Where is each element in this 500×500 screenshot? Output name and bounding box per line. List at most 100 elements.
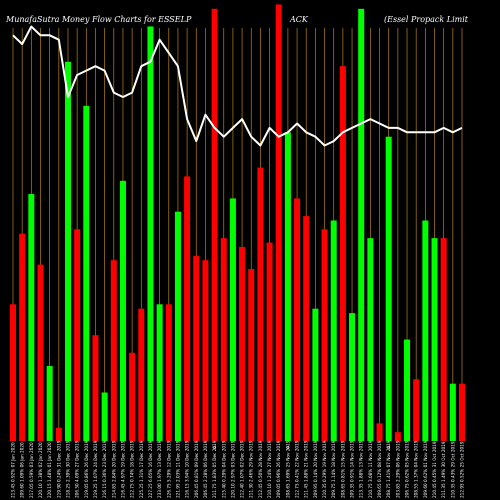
x-tick-label: 211.30 2.46% 29 Nov 2019: [249, 440, 254, 498]
money-flow-bar: [202, 260, 209, 441]
money-flow-bar: [459, 383, 465, 441]
money-flow-bar: [266, 242, 273, 441]
money-flow-bar: [74, 229, 81, 441]
money-flow-bar: [321, 229, 328, 441]
x-tick-label: 203.85 2.29% 06 Nov 2019: [395, 440, 400, 498]
x-tick-label: 209.60 0.62% 01 Nov 2019: [423, 440, 428, 498]
x-tick-label: 220.10 2.97% 03 Dec 2019: [230, 440, 235, 498]
money-flow-bar: [440, 238, 447, 441]
money-flow-bar: [239, 246, 246, 441]
x-tick-label: 221.95 2.03% 11 Dec 2019: [175, 440, 180, 498]
money-flow-bar: [138, 308, 145, 441]
x-tick-label: 209.95 0.14% 20 Nov 2019: [313, 440, 318, 498]
x-tick-label: 219.05 0.86% 26 Dec 2019: [84, 440, 89, 498]
money-flow-bar: [422, 220, 429, 441]
money-flow-bar: [220, 238, 227, 441]
money-flow-bar: [248, 269, 255, 441]
money-flow-bar: [10, 304, 16, 441]
x-tick-label: 219.25 1.07% 24 Dec 2019: [93, 440, 98, 498]
money-flow-bar: [55, 427, 62, 441]
money-flow-bar: [101, 392, 108, 441]
money-flow-bar: [119, 180, 126, 441]
money-flow-bar: [257, 167, 264, 441]
bar-mark-label: d: [286, 445, 289, 451]
x-tick-label: 209.65 0.12% 08 Nov 2019: [377, 440, 382, 498]
money-flow-bar: [174, 211, 181, 441]
money-flow-bar: [129, 352, 136, 441]
money-flow-bar: [394, 432, 401, 441]
money-flow-bar: [367, 238, 374, 441]
chart-title-mid: ACK: [289, 15, 309, 24]
x-tick-label: 211.35 1.49% 30 Oct 2019: [441, 441, 446, 498]
x-tick-label: 225.25 1.31% 17 Dec 2019: [139, 440, 144, 498]
money-flow-bar: [339, 66, 346, 442]
price-line: [12, 25, 463, 147]
x-tick-label: 216.45 4.97% 19 Dec 2019: [120, 440, 125, 498]
x-tick-label: 212.45 0.50% 28 Nov 2019: [258, 440, 263, 498]
money-flow-bar: [330, 220, 337, 441]
money-flow-bar: [156, 304, 163, 441]
money-flow-bar: [376, 423, 383, 441]
money-flow-bar: [211, 8, 218, 441]
money-flow-bar: [349, 313, 356, 441]
x-tick-label: 226.75 5.29% 12 Dec 2019: [166, 440, 171, 498]
price-line-layer: [12, 25, 463, 147]
x-tick-label: 214.85 2.84% 20 Dec 2019: [111, 440, 116, 498]
money-flow-bar: [184, 176, 191, 441]
money-flow-bar: [294, 198, 301, 441]
x-tick-label: 213.35 1.88% 13 Nov 2019: [359, 440, 364, 498]
x-tick-label: 206.50 4.09% 27 Dec 2019: [75, 440, 80, 498]
x-tick-label: 208.65 1.69% 25 Nov 2019: [285, 440, 290, 498]
money-flow-bar: [284, 132, 291, 442]
bar-mark-label: d: [387, 445, 390, 451]
x-tick-label: 227.25 6.05% 16 Dec 2019: [148, 440, 153, 498]
money-flow-bar: [312, 308, 319, 441]
money-flow-bar: [110, 260, 117, 441]
money-flow-bar: [303, 216, 310, 441]
x-tick-label: 209.60 1.09% 06 Jan 2020: [20, 442, 25, 498]
money-flow-bar: [83, 105, 90, 441]
x-tick-label: 210.35 0.43% 29 Oct 2019: [450, 441, 455, 498]
x-tick-label: 210.10 1.24% 27 Nov 2019: [267, 440, 272, 498]
x-tick-label: 216.15 3.94% 10 Dec 2019: [185, 440, 190, 498]
money-flow-bar: [431, 238, 438, 441]
money-flow-bar: [413, 379, 420, 441]
money-flow-bar: [92, 335, 99, 441]
x-tick-label: 209.75 1.14% 18 Nov 2019: [331, 440, 336, 498]
money-flow-bar: [385, 136, 392, 441]
x-tick-label: 211.75 1.83% 05 Dec 2019: [212, 440, 217, 498]
money-flow-bar: [19, 233, 26, 441]
x-tick-label: 233.00 1.97% 13 Dec 2019: [157, 440, 162, 498]
x-tick-label: 212.95 0.52% 25 Oct 2019: [460, 441, 465, 498]
x-tick-label: 210.75 3.08% 11 Nov 2019: [368, 440, 373, 498]
money-flow-bar: [28, 194, 35, 441]
x-tick-label: 208.65 0.81% 15 Nov 2019: [340, 440, 345, 498]
x-tick-label: 215.40 0.29% 04 Dec 2019: [221, 440, 226, 498]
money-flow-bar: [193, 255, 200, 441]
chart-title-left: MunafaSutra Money Flow Charts for ESSELP: [5, 15, 192, 24]
money-flow-bar: [147, 26, 154, 442]
x-tick-label: 209.05 0.96% 26 Nov 2019: [276, 440, 281, 498]
x-tick-label: 212.75 0.41% 22 Nov 2019: [295, 440, 300, 498]
bar-mark-label: d: [213, 445, 216, 451]
x-tick-label: 213.45 0.92% 07 Jan 2020: [11, 442, 16, 498]
money-flow-bar: [449, 383, 456, 441]
money-flow-bar: [229, 198, 236, 441]
money-flow-bar: [275, 4, 282, 441]
chart-title-right: (Essel Propack Limit: [384, 15, 469, 24]
x-tick-label: 210.35 0.29% 19 Nov 2019: [322, 440, 327, 498]
x-tick-label: 210.45 0.45% 31 Oct 2019: [432, 441, 437, 498]
x-tick-label: 218.25 2.39% 30 Dec 2019: [65, 440, 70, 498]
x-tick-label: 206.45 0.81% 09 Dec 2019: [194, 440, 199, 498]
x-tick-labels: 213.45 0.92% 07 Jan 2020 209.60 1.09% 06 …: [11, 440, 465, 498]
x-tick-label: 217.05 0.59% 03 Jan 2020: [29, 442, 34, 498]
x-tick-label: 212.75 0.74% 18 Dec 2019: [130, 440, 135, 498]
x-tick-label: 209.35 0.91% 14 Nov 2019: [350, 440, 355, 498]
money-flow-bar: [358, 8, 365, 441]
x-tick-label: 220.15 1.48% 01 Jan 2020: [47, 442, 52, 498]
x-tick-label: 212.40 1.07% 02 Dec 2019: [240, 440, 245, 498]
x-tick-label: 216.15 0.36% 23 Dec 2019: [102, 440, 107, 498]
money-flow-bar: [46, 366, 53, 441]
